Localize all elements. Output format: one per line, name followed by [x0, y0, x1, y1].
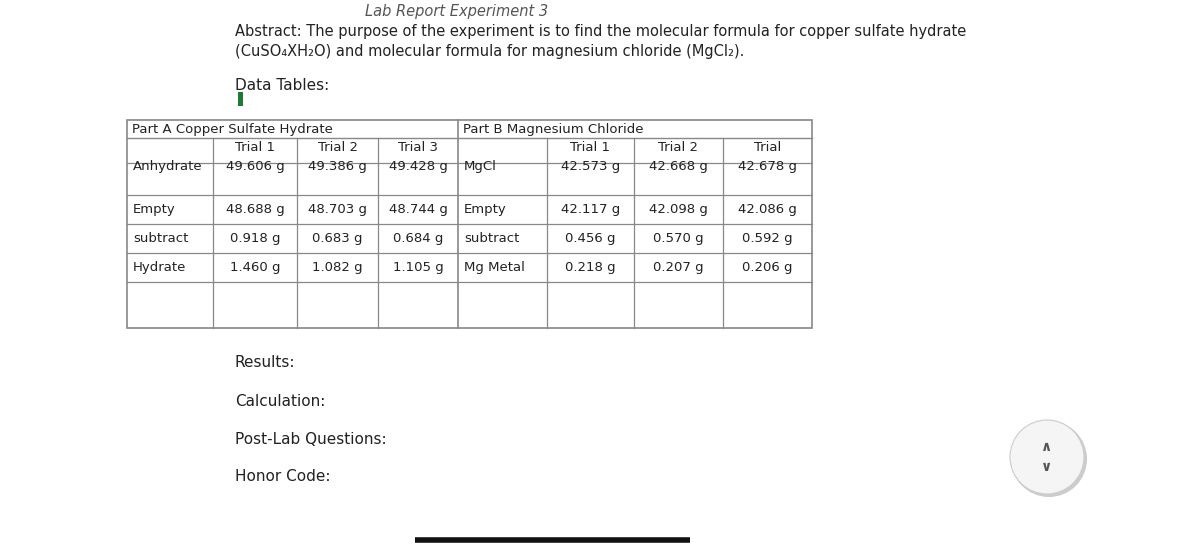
Text: 42.573 g: 42.573 g: [560, 160, 620, 173]
Text: 0.206 g: 0.206 g: [743, 261, 793, 274]
Text: Trial 1: Trial 1: [235, 141, 275, 154]
Text: 42.678 g: 42.678 g: [738, 160, 797, 173]
Text: 48.744 g: 48.744 g: [389, 203, 448, 216]
Text: subtract: subtract: [464, 232, 520, 245]
Text: 48.688 g: 48.688 g: [226, 203, 284, 216]
Text: 48.703 g: 48.703 g: [308, 203, 367, 216]
Text: Data Tables:: Data Tables:: [235, 78, 329, 93]
Text: Part B Magnesium Chloride: Part B Magnesium Chloride: [463, 123, 643, 136]
Text: 42.668 g: 42.668 g: [649, 160, 708, 173]
Text: (CuSO₄XH₂O) and molecular formula for magnesium chloride (MgCl₂).: (CuSO₄XH₂O) and molecular formula for ma…: [235, 44, 744, 59]
Text: subtract: subtract: [133, 232, 188, 245]
Text: 49.428 g: 49.428 g: [389, 160, 448, 173]
Text: 0.684 g: 0.684 g: [392, 232, 443, 245]
Text: 49.606 g: 49.606 g: [226, 160, 284, 173]
Text: 42.117 g: 42.117 g: [560, 203, 620, 216]
Bar: [127, 120, 812, 328]
Text: 0.218 g: 0.218 g: [565, 261, 616, 274]
Text: Hydrate: Hydrate: [133, 261, 186, 274]
Text: 0.570 g: 0.570 g: [653, 232, 704, 245]
Text: 42.086 g: 42.086 g: [738, 203, 797, 216]
Text: MgCl: MgCl: [464, 160, 497, 173]
Bar: [238, 92, 242, 106]
Text: Empty: Empty: [133, 203, 175, 216]
Text: Abstract: The purpose of the experiment is to find the molecular formula for cop: Abstract: The purpose of the experiment …: [235, 24, 966, 39]
Text: 0.683 g: 0.683 g: [312, 232, 362, 245]
Text: Anhydrate: Anhydrate: [133, 160, 203, 173]
Text: ∧: ∧: [1042, 440, 1052, 454]
Text: Mg Metal: Mg Metal: [464, 261, 524, 274]
Text: Part A Copper Sulfate Hydrate: Part A Copper Sulfate Hydrate: [132, 123, 332, 136]
Text: 42.098 g: 42.098 g: [649, 203, 708, 216]
Text: 49.386 g: 49.386 g: [308, 160, 367, 173]
Text: Calculation:: Calculation:: [235, 394, 325, 409]
Circle shape: [1010, 421, 1087, 497]
Circle shape: [1010, 420, 1084, 494]
Text: 1.082 g: 1.082 g: [312, 261, 362, 274]
Text: Results:: Results:: [235, 355, 295, 370]
Text: 1.105 g: 1.105 g: [392, 261, 443, 274]
Text: 1.460 g: 1.460 g: [229, 261, 281, 274]
Text: 0.592 g: 0.592 g: [742, 232, 793, 245]
Text: Lab Report Experiment 3: Lab Report Experiment 3: [365, 4, 548, 19]
Text: 0.207 g: 0.207 g: [653, 261, 704, 274]
Text: Trial 3: Trial 3: [398, 141, 438, 154]
Text: Trial 1: Trial 1: [570, 141, 611, 154]
Text: Trial 2: Trial 2: [318, 141, 358, 154]
Text: ∨: ∨: [1042, 460, 1052, 474]
Text: Trial 2: Trial 2: [659, 141, 698, 154]
Text: 0.456 g: 0.456 g: [565, 232, 616, 245]
Text: Trial: Trial: [754, 141, 781, 154]
Text: 0.918 g: 0.918 g: [229, 232, 281, 245]
Text: Honor Code:: Honor Code:: [235, 469, 330, 484]
Text: Empty: Empty: [464, 203, 506, 216]
Text: Post-Lab Questions:: Post-Lab Questions:: [235, 432, 386, 447]
